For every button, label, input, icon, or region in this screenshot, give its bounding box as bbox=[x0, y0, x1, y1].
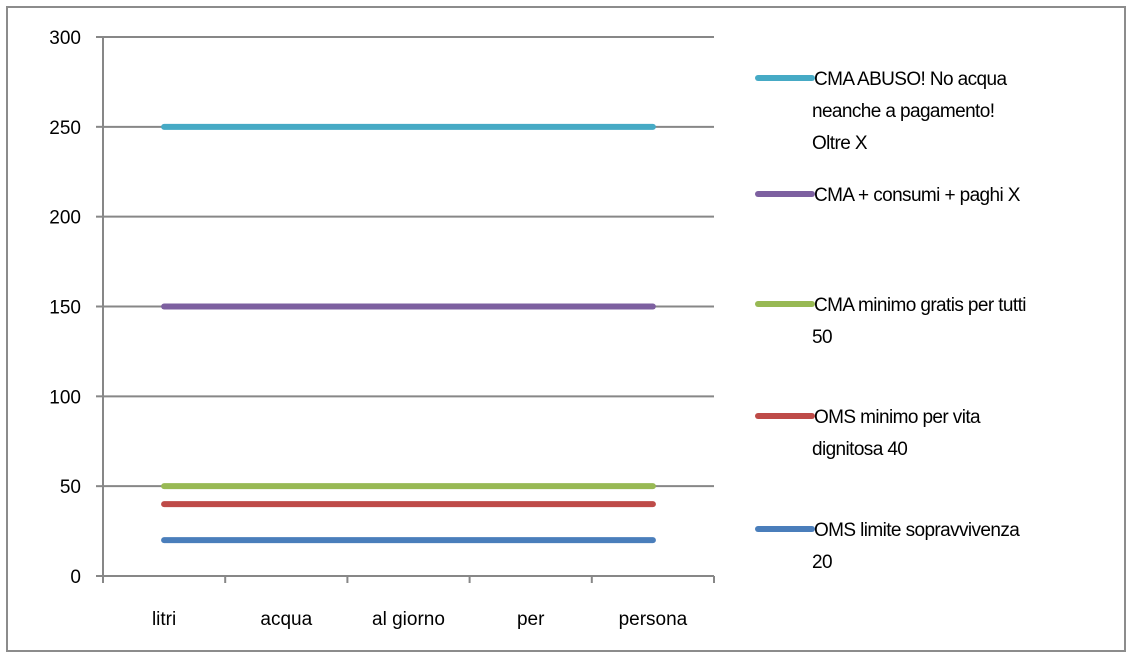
legend-label-line: neanche a pagamento! bbox=[812, 101, 994, 122]
x-tick-label: acqua bbox=[260, 609, 312, 630]
y-tick-label: 100 bbox=[49, 387, 81, 408]
x-tick-label: persona bbox=[619, 609, 688, 630]
legend-label-line: CMA minimo gratis per tutti bbox=[814, 295, 1026, 316]
legend-label-line: OMS limite sopravvivenza bbox=[814, 520, 1020, 541]
chart-frame bbox=[6, 6, 1126, 652]
legend-label: CMA minimo gratis per tutti 50 bbox=[812, 295, 1026, 348]
y-tick-label: 0 bbox=[70, 567, 81, 588]
y-tick-label: 50 bbox=[60, 477, 81, 498]
legend-label-line: CMA ABUSO! No acqua bbox=[814, 69, 1007, 90]
y-tick-label: 200 bbox=[49, 208, 81, 229]
legend-entry: CMA minimo gratis per tutti 50 bbox=[755, 295, 1026, 348]
legend-label-line: dignitosa 40 bbox=[812, 439, 907, 460]
legend-label-line: 20 bbox=[812, 552, 832, 573]
legend-label-line: CMA + consumi + paghi X bbox=[814, 185, 1021, 206]
legend-label-line: Oltre X bbox=[812, 133, 868, 154]
legend-entry: CMA ABUSO! No acqua neanche a pagamento! O… bbox=[755, 69, 1008, 154]
x-tick-label: litri bbox=[152, 609, 176, 630]
y-tick-label: 300 bbox=[49, 28, 81, 49]
legend-label-line: 50 bbox=[812, 327, 832, 348]
legend-label-line: OMS minimo per vita bbox=[814, 407, 981, 428]
y-tick-label: 150 bbox=[49, 298, 81, 319]
legend-label: CMA + consumi + paghi X bbox=[814, 185, 1021, 206]
legend-label: CMA ABUSO! No acqua neanche a pagamento! O… bbox=[812, 69, 1007, 154]
legend-label: OMS limite sopravvivenza 20 bbox=[812, 520, 1020, 573]
legend-label: OMS minimo per vita dignitosa 40 bbox=[812, 407, 981, 460]
y-tick-label: 250 bbox=[49, 118, 81, 139]
legend-entry: CMA + consumi + paghi X bbox=[755, 185, 1021, 206]
x-tick-label: per bbox=[517, 609, 545, 630]
legend-entry: OMS limite sopravvivenza 20 bbox=[755, 520, 1021, 573]
x-tick-label: al giorno bbox=[372, 609, 445, 630]
legend-entry: OMS minimo per vita dignitosa 40 bbox=[755, 407, 982, 460]
